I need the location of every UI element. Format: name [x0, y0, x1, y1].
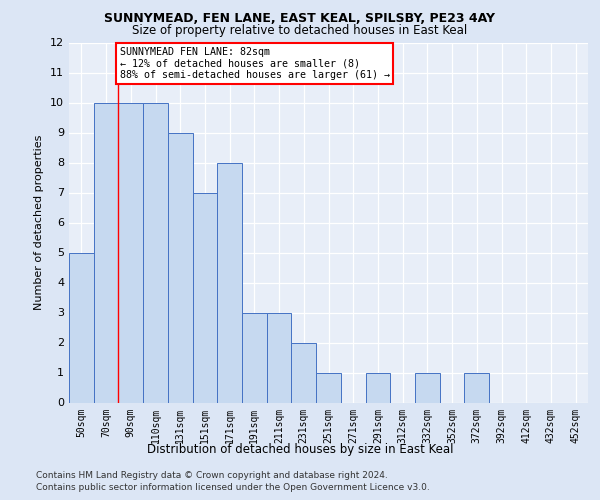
Text: Distribution of detached houses by size in East Keal: Distribution of detached houses by size …: [147, 442, 453, 456]
Bar: [365, 372, 390, 402]
Bar: [316, 372, 341, 402]
Text: Contains HM Land Registry data © Crown copyright and database right 2024.: Contains HM Land Registry data © Crown c…: [36, 471, 388, 480]
Bar: [143, 102, 168, 403]
Text: SUNNYMEAD FEN LANE: 82sqm
← 12% of detached houses are smaller (8)
88% of semi-d: SUNNYMEAD FEN LANE: 82sqm ← 12% of detac…: [119, 47, 389, 80]
Bar: [193, 192, 217, 402]
Bar: [69, 252, 94, 402]
Text: SUNNYMEAD, FEN LANE, EAST KEAL, SPILSBY, PE23 4AY: SUNNYMEAD, FEN LANE, EAST KEAL, SPILSBY,…: [104, 12, 496, 26]
Text: Contains public sector information licensed under the Open Government Licence v3: Contains public sector information licen…: [36, 484, 430, 492]
Bar: [267, 312, 292, 402]
Text: Size of property relative to detached houses in East Keal: Size of property relative to detached ho…: [133, 24, 467, 37]
Bar: [464, 372, 489, 402]
Bar: [242, 312, 267, 402]
Bar: [217, 162, 242, 402]
Bar: [168, 132, 193, 402]
Y-axis label: Number of detached properties: Number of detached properties: [34, 135, 44, 310]
Bar: [94, 102, 118, 403]
Bar: [118, 102, 143, 403]
Bar: [292, 342, 316, 402]
Bar: [415, 372, 440, 402]
